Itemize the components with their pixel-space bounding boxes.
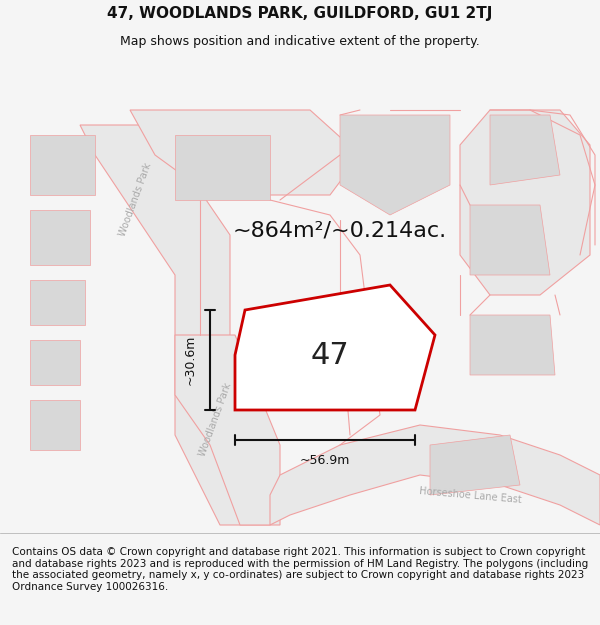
Polygon shape <box>130 110 360 195</box>
Text: Map shows position and indicative extent of the property.: Map shows position and indicative extent… <box>120 35 480 48</box>
Polygon shape <box>340 115 450 215</box>
Polygon shape <box>30 340 80 385</box>
Polygon shape <box>80 125 270 525</box>
Polygon shape <box>470 315 555 375</box>
Polygon shape <box>30 400 80 450</box>
Polygon shape <box>175 135 270 200</box>
Polygon shape <box>30 280 85 325</box>
Text: Woodlands Park: Woodlands Park <box>117 162 153 238</box>
Polygon shape <box>175 335 280 525</box>
Polygon shape <box>430 435 520 495</box>
Text: 47: 47 <box>311 341 349 369</box>
Text: 47, WOODLANDS PARK, GUILDFORD, GU1 2TJ: 47, WOODLANDS PARK, GUILDFORD, GU1 2TJ <box>107 6 493 21</box>
Polygon shape <box>30 210 90 265</box>
Text: ~56.9m: ~56.9m <box>300 454 350 466</box>
Text: ~30.6m: ~30.6m <box>184 335 197 385</box>
Text: Horseshoe Lane East: Horseshoe Lane East <box>418 486 521 504</box>
Polygon shape <box>490 115 560 185</box>
Text: ~864m²/~0.214ac.: ~864m²/~0.214ac. <box>233 220 447 240</box>
Polygon shape <box>460 110 590 295</box>
Text: Woodlands Park: Woodlands Park <box>197 382 233 458</box>
Polygon shape <box>470 205 550 275</box>
Polygon shape <box>270 425 600 525</box>
Polygon shape <box>235 285 435 410</box>
Text: Contains OS data © Crown copyright and database right 2021. This information is : Contains OS data © Crown copyright and d… <box>12 547 588 592</box>
Polygon shape <box>30 135 95 195</box>
